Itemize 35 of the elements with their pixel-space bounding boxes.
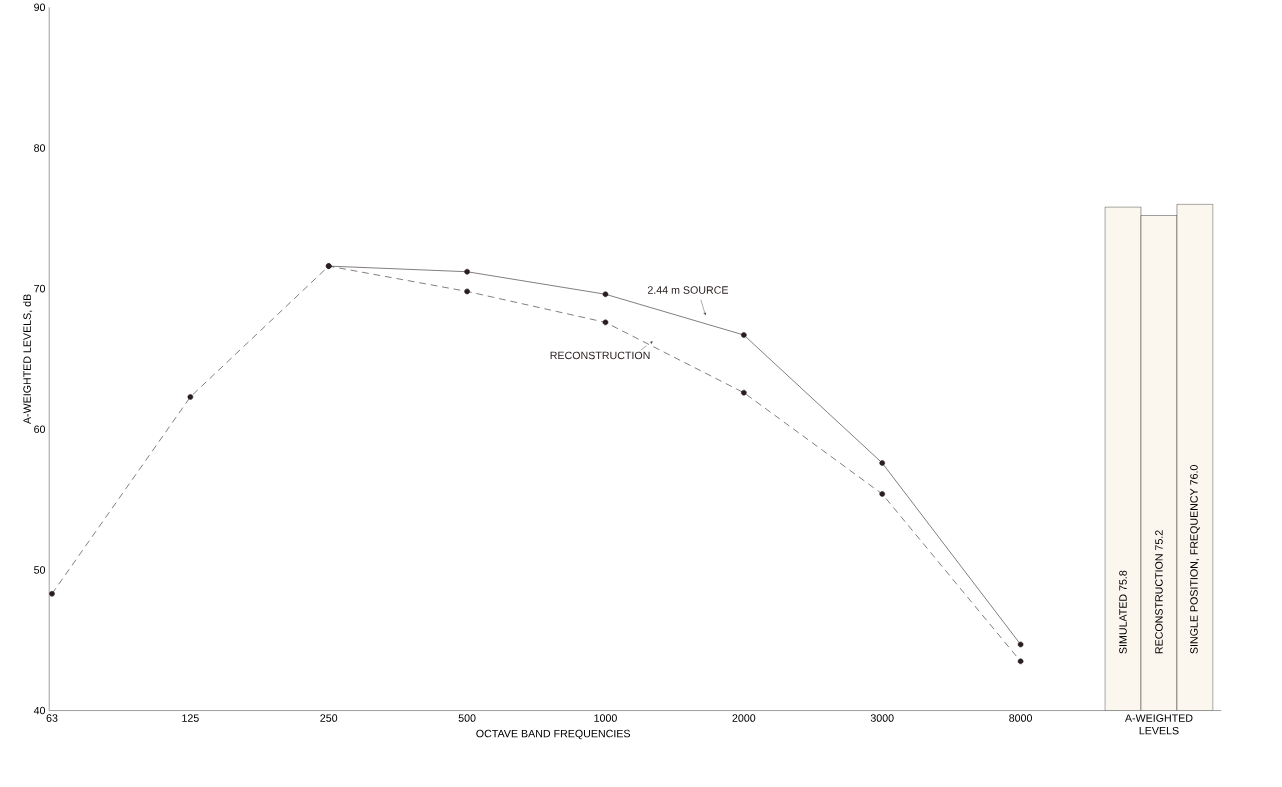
x-tick-label: 63	[46, 714, 58, 723]
x-axis-title: OCTAVE BAND FREQUENCIES	[476, 730, 631, 740]
data-label: SINGLE POSITION, FREQUENCY 76.0	[1190, 465, 1200, 654]
point	[879, 460, 886, 467]
x-tick-label: 1000	[594, 714, 617, 723]
point	[741, 390, 747, 396]
x-tick-label: A-WEIGHTED LEVELS	[1124, 714, 1193, 735]
y-tick-label: 50	[34, 566, 46, 574]
y-tick-label: 80	[34, 144, 46, 152]
y-axis-title: A-WEIGHTED LEVELS, dB	[23, 294, 33, 425]
point	[1017, 641, 1024, 648]
point	[464, 288, 470, 295]
point	[879, 491, 886, 498]
point	[464, 269, 470, 275]
x-tick-label: 500	[458, 714, 476, 723]
x-tick-label: 250	[320, 714, 338, 723]
data-label: RECONSTRUCTION 75.2	[1155, 530, 1163, 654]
point	[741, 332, 747, 339]
x-tick-label: 125	[182, 714, 199, 723]
x-tick-label: 2000	[732, 714, 756, 723]
point	[1017, 658, 1024, 665]
y-tick-label: 60	[34, 425, 46, 434]
y-tick-label: 90	[34, 3, 46, 12]
x-tick-label: 8000	[1009, 714, 1033, 723]
point	[325, 263, 332, 270]
data-label: SIMULATED 75.8	[1119, 570, 1127, 654]
point	[187, 394, 194, 400]
point	[602, 291, 609, 298]
point	[49, 591, 55, 597]
x-tick-label: 3000	[870, 714, 894, 723]
point	[602, 319, 609, 326]
series-label: 2.44 m SOURCE	[647, 286, 729, 295]
y-tick-label: 40	[33, 707, 46, 715]
y-tick-label: 70	[34, 285, 46, 293]
legend-label: RECONSTRUCTION	[550, 351, 650, 360]
